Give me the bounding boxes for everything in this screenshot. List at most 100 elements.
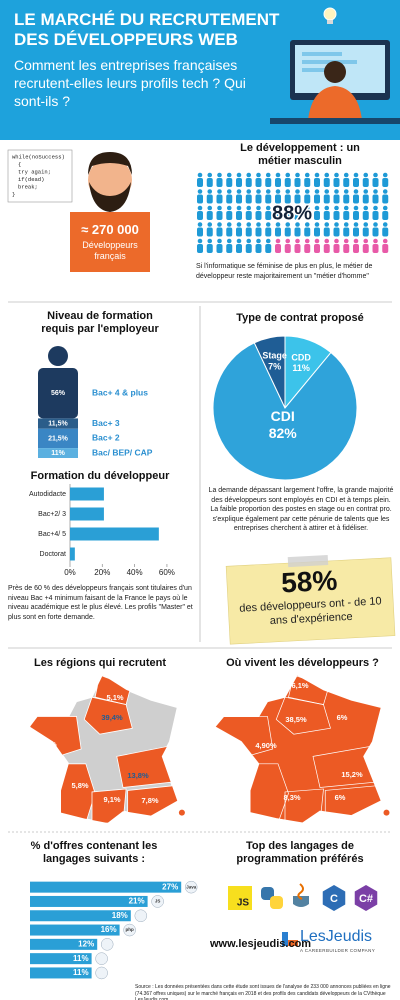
- section-title: Les régions qui recrutent: [33, 657, 167, 669]
- corsica: [383, 809, 390, 816]
- value-label: 16%: [101, 925, 117, 934]
- figure-body: [343, 178, 350, 187]
- figure-head: [382, 222, 388, 227]
- x-tick-label: 20%: [94, 568, 110, 577]
- region: [48, 763, 96, 823]
- code-line: try again;: [18, 168, 51, 175]
- figure-body: [304, 178, 311, 187]
- language-icon: [354, 885, 378, 911]
- figure-head: [256, 189, 261, 194]
- figure-body: [255, 211, 262, 220]
- figure-head: [314, 205, 320, 211]
- language-icon: [228, 886, 252, 910]
- figure-head: [304, 205, 310, 211]
- code-line: while(noSuccess): [12, 153, 65, 160]
- figure-head: [343, 222, 349, 227]
- figure-body: [382, 227, 389, 237]
- figure-head: [217, 172, 222, 178]
- figure-head: [324, 189, 330, 194]
- figure-body: [362, 211, 369, 220]
- region-label: 7,8%: [141, 796, 158, 805]
- figure-head: [314, 172, 320, 178]
- brand-logo: [282, 932, 298, 946]
- figure-body: [314, 227, 320, 237]
- region-label: 5,80%: [35, 740, 57, 749]
- figure-body: [353, 244, 359, 253]
- header-illustration: [270, 7, 400, 124]
- region: [30, 716, 82, 759]
- figure-head: [382, 205, 388, 211]
- bar: [30, 924, 120, 936]
- figure-body: [382, 194, 389, 204]
- figure-body: [382, 244, 389, 253]
- y-tick-label: Bac+4/ 5: [38, 531, 66, 538]
- figure-head: [275, 189, 281, 194]
- figure-body: [294, 194, 301, 204]
- figure-body: [255, 178, 262, 187]
- figure-head: [275, 205, 281, 211]
- figure-body: [275, 244, 281, 253]
- figure-body: [333, 211, 340, 220]
- figure-body: [353, 194, 359, 204]
- figure-head: [265, 222, 271, 227]
- figure-head: [353, 189, 359, 194]
- slice-value: 11%: [292, 363, 310, 373]
- figure-head: [217, 222, 222, 227]
- language-letter: JS: [237, 898, 250, 909]
- region-label: 13,8%: [127, 771, 149, 780]
- figure-head: [314, 238, 320, 244]
- language-icon: [261, 887, 274, 900]
- figure-head: [285, 238, 291, 244]
- bar: [30, 881, 182, 893]
- figure-head: [343, 205, 349, 211]
- figure-body: [265, 194, 272, 204]
- bar: [70, 547, 75, 561]
- figure-body: [226, 178, 233, 187]
- y-tick-label: Bac+2/ 3: [38, 511, 66, 518]
- section-title: Formation du développeur: [30, 470, 170, 482]
- figure-head: [207, 189, 213, 194]
- stack-segment: [38, 368, 78, 419]
- figure-body: [197, 244, 203, 253]
- figure-head: [275, 172, 281, 178]
- experience: 58% des développeurs ont - de 10 ans d'e…: [229, 562, 392, 630]
- figure-head: [207, 222, 213, 227]
- x-tick-label: 0%: [64, 568, 76, 577]
- region-label: 8,3%: [283, 793, 300, 802]
- figure-body: [275, 227, 281, 237]
- figure-body: [197, 178, 203, 187]
- developer-illustration: [7, 149, 150, 272]
- region-label: 4,90%: [255, 741, 277, 750]
- bar: [30, 895, 148, 907]
- language-letter: C#: [359, 893, 373, 905]
- figure-head: [334, 189, 339, 194]
- gender-value: 88%: [272, 202, 312, 224]
- figure-body: [382, 211, 389, 220]
- stack-segment: [38, 448, 78, 458]
- figure-body: [216, 244, 223, 253]
- figure-head: [324, 172, 330, 178]
- figure-body: [323, 244, 330, 253]
- figure-body: [245, 178, 252, 187]
- figure-head: [304, 222, 310, 227]
- figure-body: [353, 178, 359, 187]
- figure-body: [226, 194, 233, 204]
- figure-head: [314, 189, 320, 194]
- language-icon: [184, 880, 198, 894]
- figure-body: [216, 211, 223, 220]
- code-line: break;: [18, 183, 38, 190]
- category-label: Bac/ BEP/ CAP: [92, 447, 153, 457]
- figure-head: [197, 205, 203, 211]
- figure-head: [285, 205, 291, 211]
- figure-head: [207, 238, 213, 244]
- figure-body: [314, 178, 320, 187]
- figure-body: [323, 227, 330, 237]
- figure-head: [275, 238, 281, 244]
- figure-body: [265, 178, 272, 187]
- section-title: Niveau de formation requis par l'employe…: [41, 310, 159, 335]
- figure-head: [334, 222, 339, 227]
- figure-head: [382, 238, 388, 244]
- region-label: 9,1%: [103, 795, 120, 804]
- section-title: Le développement : un métier masculin: [240, 142, 360, 167]
